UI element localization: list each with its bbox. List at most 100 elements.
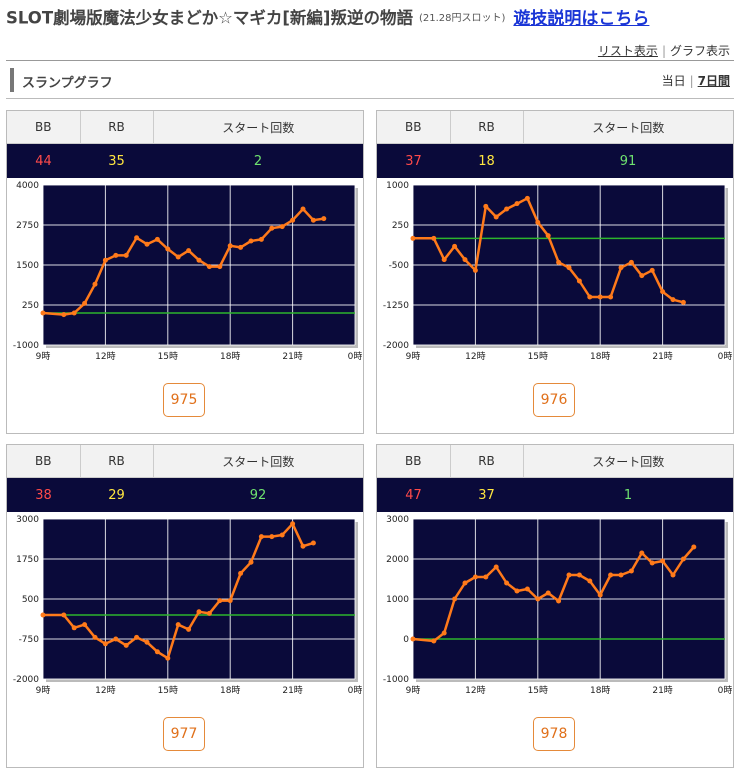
data-point	[410, 235, 416, 241]
data-point	[206, 610, 212, 616]
data-point	[227, 243, 233, 249]
page-title: SLOT劇場版魔法少女まどか☆マギカ[新編]叛逆の物語	[6, 8, 413, 28]
x-tick-label: 21時	[652, 351, 672, 362]
bb-header: BB	[7, 445, 81, 478]
machine-card: BB RB スタート回数 47 37 1 3000 2000 1000 0 -1000 9…	[376, 444, 734, 768]
data-point	[154, 649, 160, 655]
data-point	[154, 236, 160, 242]
data-point	[134, 634, 140, 640]
start-header: スタート回数	[523, 445, 733, 478]
data-point	[618, 572, 624, 578]
data-point	[587, 294, 593, 300]
data-point	[452, 243, 458, 249]
data-point	[279, 224, 285, 230]
data-point	[186, 248, 192, 254]
data-point	[535, 596, 541, 602]
stats-table: BB RB スタート回数 38 29 92	[7, 445, 363, 512]
data-point	[310, 217, 316, 223]
data-point	[175, 254, 181, 260]
data-point	[258, 534, 264, 540]
data-point	[238, 570, 244, 576]
data-point	[545, 590, 551, 596]
x-tick-label: 9時	[36, 685, 51, 696]
y-tick-label: 3000	[16, 515, 39, 525]
data-point	[680, 299, 686, 305]
data-point	[71, 625, 77, 631]
data-point	[545, 233, 551, 239]
bb-count: 37	[377, 143, 450, 178]
x-tick-label: 12時	[465, 685, 485, 696]
y-tick-label: -500	[389, 261, 410, 271]
data-point	[639, 550, 645, 556]
data-point	[144, 241, 150, 247]
x-tick-label: 12時	[465, 351, 485, 362]
y-tick-label: 1000	[386, 181, 409, 191]
y-tick-label: 3000	[386, 515, 409, 525]
data-point	[649, 267, 655, 273]
data-point	[587, 578, 593, 584]
data-point	[660, 558, 666, 564]
x-tick-label: 0時	[718, 685, 733, 696]
range-today-link[interactable]: 当日	[661, 74, 686, 88]
x-tick-label: 0時	[348, 351, 363, 362]
data-point	[608, 294, 614, 300]
graph-view-link[interactable]: グラフ表示	[669, 44, 730, 58]
rules-link[interactable]: 遊技説明はこちら	[513, 9, 650, 29]
data-point	[40, 310, 46, 316]
data-point	[113, 636, 119, 642]
data-point	[71, 310, 77, 316]
machine-number-button[interactable]: 978	[533, 717, 575, 751]
data-point	[514, 201, 520, 207]
x-tick-label: 18時	[220, 685, 240, 696]
data-point	[196, 609, 202, 615]
data-point	[238, 244, 244, 250]
data-point	[483, 203, 489, 209]
stats-table: BB RB スタート回数 44 35 2	[7, 111, 363, 178]
machine-number-button[interactable]: 975	[163, 383, 205, 417]
data-point	[556, 259, 562, 265]
rb-count: 29	[80, 477, 153, 512]
x-tick-label: 9時	[406, 351, 421, 362]
stats-table: BB RB スタート回数 47 37 1	[377, 445, 733, 512]
y-tick-label: -750	[19, 635, 40, 645]
start-count: 2	[153, 143, 363, 178]
x-tick-label: 21時	[282, 685, 302, 696]
data-point	[514, 588, 520, 594]
data-point	[660, 289, 666, 295]
bb-header: BB	[7, 111, 81, 144]
data-point	[566, 265, 572, 271]
x-tick-label: 21時	[282, 351, 302, 362]
data-point	[175, 622, 181, 628]
data-point	[82, 300, 88, 306]
start-header: スタート回数	[153, 111, 363, 144]
page-header: SLOT劇場版魔法少女まどか☆マギカ[新編]叛逆の物語 (21.28円スロット) 遊…	[6, 4, 736, 32]
data-point	[92, 281, 98, 287]
data-point	[680, 556, 686, 562]
rate-subtitle: (21.28円スロット)	[418, 13, 506, 24]
data-point	[618, 265, 624, 271]
range-week-link[interactable]: 7日間	[697, 74, 730, 88]
y-tick-label: -2000	[383, 341, 409, 351]
data-point	[597, 294, 603, 300]
machine-number-button[interactable]: 976	[533, 383, 575, 417]
start-header: スタート回数	[523, 111, 733, 144]
x-tick-label: 18時	[220, 351, 240, 362]
data-point	[186, 626, 192, 632]
bb-count: 38	[7, 477, 80, 512]
data-point	[310, 540, 316, 546]
list-view-link[interactable]: リスト表示	[597, 44, 658, 58]
range-toggle: 当日 | 7日間	[662, 72, 730, 89]
data-point	[269, 534, 275, 540]
data-point	[524, 195, 530, 201]
data-point	[300, 543, 306, 549]
section-marker	[10, 68, 14, 92]
machine-number-button[interactable]: 977	[163, 717, 205, 751]
data-point	[576, 572, 582, 578]
x-tick-label: 9時	[36, 351, 51, 362]
start-header: スタート回数	[153, 445, 363, 478]
data-point	[165, 655, 171, 661]
data-point	[556, 598, 562, 604]
x-tick-label: 15時	[158, 351, 178, 362]
data-point	[441, 257, 447, 263]
data-point	[300, 206, 306, 212]
